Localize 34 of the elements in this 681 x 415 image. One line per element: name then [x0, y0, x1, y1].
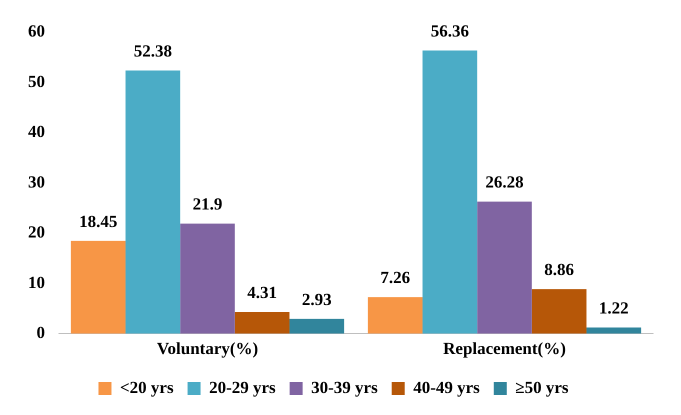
- data-label: 21.9: [192, 194, 222, 214]
- y-tick-label: 50: [28, 72, 45, 91]
- y-tick-label: 20: [28, 222, 45, 242]
- bar: [289, 318, 344, 334]
- y-tick-label: 10: [28, 272, 45, 292]
- bar: [368, 297, 423, 334]
- bar: [532, 289, 586, 334]
- bar: [180, 224, 235, 334]
- y-tick-label: 0: [36, 322, 45, 342]
- data-label: 56.36: [430, 21, 469, 40]
- data-label: 18.45: [79, 212, 118, 231]
- data-label: 2.93: [302, 290, 332, 309]
- legend-label: 20-29 yrs: [209, 378, 276, 397]
- data-label: 7.26: [380, 268, 410, 288]
- y-tick-label: 60: [28, 22, 45, 41]
- bar: [422, 50, 478, 334]
- x-tick-label: Voluntary(%): [156, 339, 258, 358]
- data-label: 4.31: [247, 282, 278, 302]
- bar: [70, 240, 126, 334]
- legend-label: ≥50 yrs: [515, 378, 569, 397]
- data-label: 26.28: [485, 172, 524, 192]
- y-tick-label: 30: [28, 172, 45, 192]
- bar: [477, 202, 532, 334]
- legend-label: <20 yrs: [120, 378, 174, 397]
- bar: [234, 312, 290, 334]
- bar: [126, 70, 180, 334]
- legend-label: 30-39 yrs: [311, 378, 378, 397]
- y-tick-label: 40: [28, 122, 45, 142]
- legend-label: 40-49 yrs: [413, 378, 480, 397]
- x-tick-label: Replacement(%): [443, 339, 566, 358]
- data-label: 52.38: [134, 41, 172, 60]
- data-label: 8.86: [544, 260, 574, 279]
- data-label: 1.22: [598, 298, 629, 318]
- bar: [586, 327, 642, 334]
